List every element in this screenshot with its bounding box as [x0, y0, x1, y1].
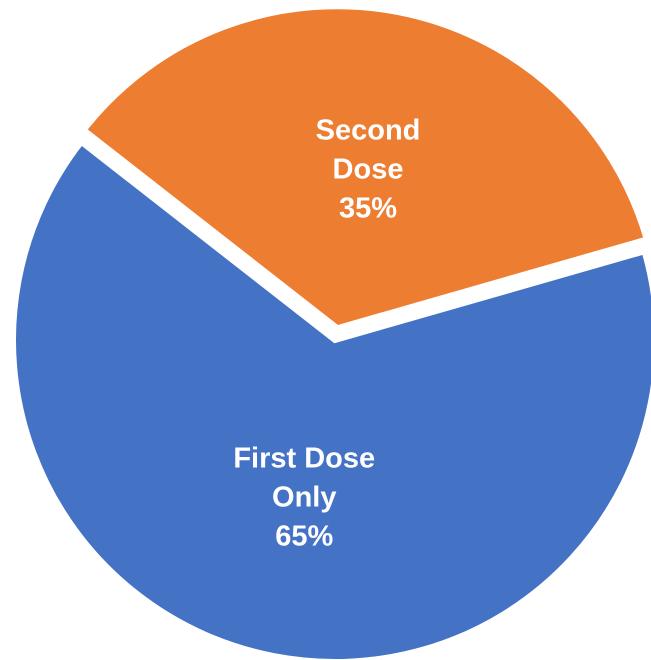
category-label: Second Dose — [315, 114, 421, 186]
slice-label: Second Dose 35% — [293, 112, 443, 229]
category-label: First Dose Only — [233, 442, 376, 514]
pie-slice — [10, 137, 651, 660]
pie-slice — [79, 3, 651, 332]
value-label: 65% — [275, 520, 334, 553]
slice-label: First Dose Only 65% — [209, 440, 399, 557]
value-label: 35% — [338, 192, 398, 225]
